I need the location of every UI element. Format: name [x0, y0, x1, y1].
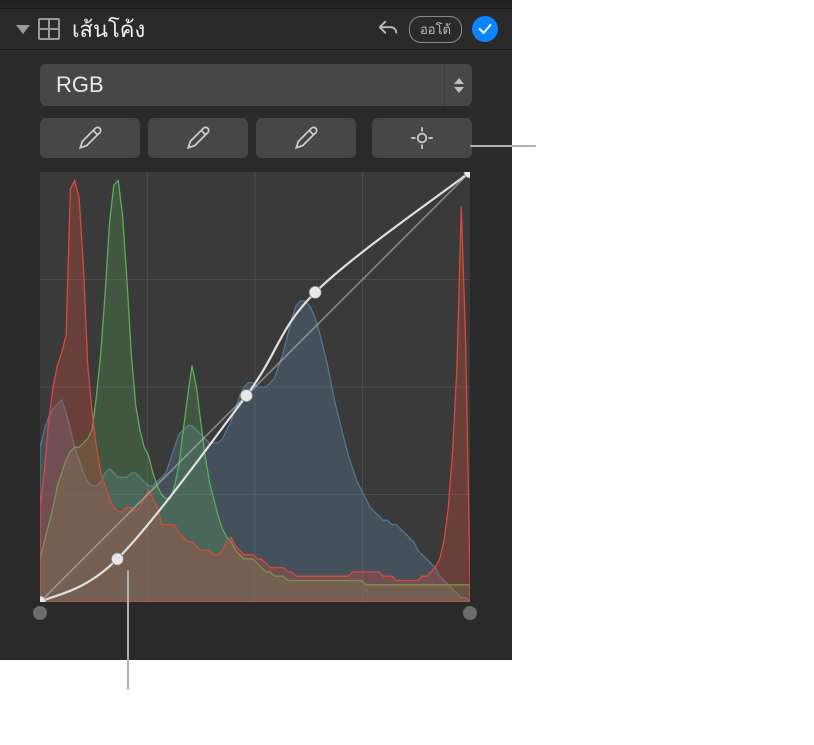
channel-select[interactable]: RGB	[40, 64, 472, 106]
disclosure-toggle[interactable]	[16, 25, 30, 34]
panel-header: เส้นโค้ง ออโต้	[0, 8, 512, 50]
curves-panel: เส้นโค้ง ออโต้ RGB	[0, 0, 512, 660]
eyedropper-black-button[interactable]	[40, 118, 140, 158]
white-point-slider[interactable]	[463, 606, 477, 620]
auto-button[interactable]: ออโต้	[409, 16, 462, 43]
eyedropper-toolbar	[40, 118, 472, 158]
callout-line-curvepoint	[127, 570, 129, 690]
eyedropper-white-button[interactable]	[256, 118, 356, 158]
curves-icon	[38, 18, 60, 40]
stepper-icon	[444, 64, 472, 106]
callout-line-addpoint	[470, 145, 536, 147]
panel-body: RGB	[0, 50, 512, 616]
eyedropper-gray-button[interactable]	[148, 118, 248, 158]
enable-toggle[interactable]	[472, 16, 498, 42]
curves-graph[interactable]	[40, 172, 470, 602]
panel-title: เส้นโค้ง	[72, 12, 377, 47]
channel-select-label: RGB	[40, 72, 444, 98]
black-point-slider[interactable]	[33, 606, 47, 620]
add-point-button[interactable]	[372, 118, 472, 158]
undo-button[interactable]	[377, 18, 399, 40]
